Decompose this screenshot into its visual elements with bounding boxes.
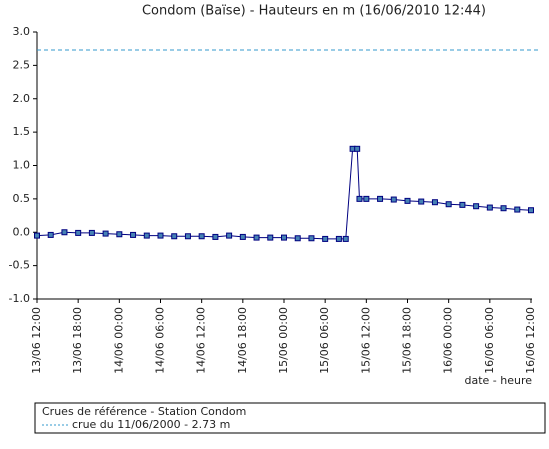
data-point bbox=[212, 233, 219, 240]
legend-entry: crue du 11/06/2000 - 2.73 m bbox=[72, 418, 230, 431]
legend-box bbox=[34, 402, 546, 434]
x-tick-label: 13/06 12:00 bbox=[30, 307, 43, 374]
data-point bbox=[404, 197, 411, 204]
y-tick-label: 3.0 bbox=[13, 25, 31, 38]
data-point bbox=[102, 230, 109, 237]
data-point bbox=[130, 231, 137, 238]
data-point bbox=[342, 235, 349, 242]
y-tick-label: 1.0 bbox=[13, 159, 31, 172]
x-tick-label: 13/06 18:00 bbox=[71, 307, 84, 374]
x-tick-label: 15/06 12:00 bbox=[359, 307, 372, 374]
data-point bbox=[226, 232, 233, 239]
data-point bbox=[418, 198, 425, 205]
y-tick-label: 2.0 bbox=[13, 92, 31, 105]
data-point bbox=[294, 235, 301, 242]
data-line bbox=[36, 148, 532, 240]
data-point bbox=[335, 235, 342, 242]
data-point bbox=[198, 233, 205, 240]
x-tick-label: 14/06 00:00 bbox=[112, 307, 125, 374]
data-point bbox=[514, 206, 521, 213]
data-point bbox=[75, 229, 82, 236]
x-tick-label: 14/06 18:00 bbox=[236, 307, 249, 374]
data-point bbox=[431, 199, 438, 206]
x-tick-label: 15/06 06:00 bbox=[318, 307, 331, 374]
data-point bbox=[308, 235, 315, 242]
x-tick-label: 16/06 12:00 bbox=[524, 307, 537, 374]
data-point bbox=[88, 229, 95, 236]
data-point bbox=[157, 232, 164, 239]
y-tick-label: -1.0 bbox=[9, 292, 30, 305]
data-point bbox=[356, 195, 363, 202]
data-point bbox=[253, 234, 260, 241]
data-point bbox=[239, 233, 246, 240]
data-point bbox=[377, 195, 384, 202]
x-axis-label: date - heure bbox=[464, 374, 532, 387]
x-tick-label: 16/06 00:00 bbox=[442, 307, 455, 374]
data-point bbox=[34, 232, 40, 239]
data-point bbox=[390, 196, 397, 203]
data-point bbox=[363, 195, 370, 202]
data-point bbox=[171, 233, 178, 240]
y-tick-label: 0.5 bbox=[13, 192, 31, 205]
x-tick-label: 14/06 06:00 bbox=[154, 307, 167, 374]
data-point bbox=[528, 207, 534, 214]
data-point bbox=[473, 203, 480, 210]
legend-title: Crues de référence - Station Condom bbox=[42, 405, 246, 418]
data-point bbox=[354, 145, 361, 152]
data-point bbox=[445, 201, 452, 208]
y-tick-label: 0.0 bbox=[13, 225, 31, 238]
data-point bbox=[322, 235, 329, 242]
data-point bbox=[143, 232, 150, 239]
x-tick-label: 16/06 06:00 bbox=[483, 307, 496, 374]
data-point bbox=[184, 233, 191, 240]
y-tick-label: 1.5 bbox=[13, 125, 31, 138]
data-point bbox=[116, 231, 123, 238]
chart-title: Condom (Baïse) - Hauteurs en m (16/06/20… bbox=[142, 4, 486, 19]
data-point bbox=[61, 229, 68, 236]
y-tick-label: -0.5 bbox=[9, 259, 30, 272]
x-tick-label: 15/06 18:00 bbox=[401, 307, 414, 374]
x-tick-label: 15/06 00:00 bbox=[277, 307, 290, 374]
x-tick-label: 14/06 12:00 bbox=[195, 307, 208, 374]
data-point bbox=[47, 231, 54, 238]
data-point bbox=[267, 234, 274, 241]
data-point bbox=[281, 234, 287, 241]
data-point bbox=[486, 204, 493, 211]
data-point bbox=[459, 201, 466, 208]
data-point bbox=[500, 205, 507, 212]
y-tick-label: 2.5 bbox=[13, 58, 31, 71]
